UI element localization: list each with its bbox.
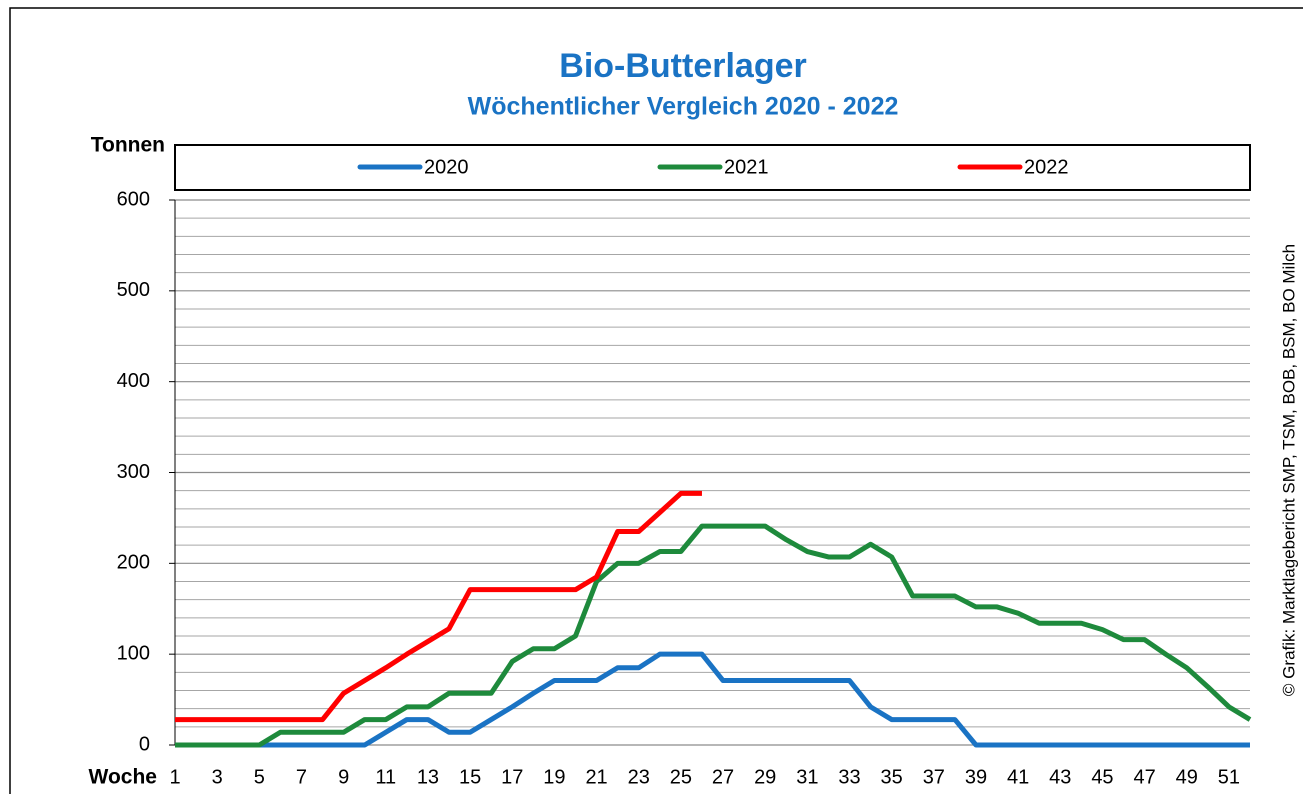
x-tick-label: 17	[501, 766, 523, 788]
x-tick-label: 5	[254, 766, 265, 788]
x-tick-label: 15	[459, 766, 481, 788]
x-tick-label: 43	[1049, 766, 1071, 788]
chart-subtitle: Wöchentlicher Vergleich 2020 - 2022	[468, 93, 899, 121]
credit: © Grafik: Marktlagebericht SMP, TSM, BOB…	[1279, 244, 1298, 696]
x-tick-label: 45	[1091, 766, 1113, 788]
x-tick-label: 7	[296, 766, 307, 788]
y-axis-label: Tonnen	[91, 134, 165, 157]
x-tick-label: 51	[1218, 766, 1240, 788]
x-tick-label: 37	[923, 766, 945, 788]
x-tick-label: 21	[585, 766, 607, 788]
x-tick-label: 11	[375, 766, 396, 788]
x-tick-label: 35	[881, 766, 903, 788]
x-tick-label: 41	[1007, 766, 1029, 788]
line-series	[175, 523, 1252, 748]
x-tick-label: 23	[628, 766, 650, 788]
line-series	[175, 490, 702, 723]
y-tick-label: 100	[117, 642, 150, 664]
x-tick-label: 33	[838, 766, 860, 788]
x-tick-label: 13	[417, 766, 439, 788]
legend-label: 2020	[424, 156, 469, 178]
x-tick-label: 27	[712, 766, 734, 788]
y-tick-label: 200	[117, 552, 150, 574]
x-tick-label: 49	[1176, 766, 1198, 788]
x-tick-label: 31	[796, 766, 818, 788]
x-tick-label: 47	[1133, 766, 1155, 788]
y-tick-label: 600	[117, 188, 150, 210]
x-tick-label: 1	[169, 766, 180, 788]
frame	[9, 7, 1303, 794]
y-tick-label: 300	[117, 461, 150, 483]
y-tick-label: 500	[117, 279, 150, 301]
x-tick-label: 3	[212, 766, 223, 788]
y-tick-label: 0	[139, 733, 150, 755]
x-tick-label: 25	[670, 766, 692, 788]
x-axis-label: Woche	[89, 766, 157, 789]
y-tick-label: 400	[117, 370, 150, 392]
legend-label: 2022	[1024, 156, 1069, 178]
chart-title: Bio-Butterlager	[559, 47, 806, 85]
x-tick-label: 9	[338, 766, 349, 788]
legend-label: 2021	[724, 156, 769, 178]
line-series	[175, 651, 1250, 748]
x-tick-label: 29	[754, 766, 776, 788]
x-tick-label: 19	[543, 766, 565, 788]
x-tick-label: 39	[965, 766, 987, 788]
